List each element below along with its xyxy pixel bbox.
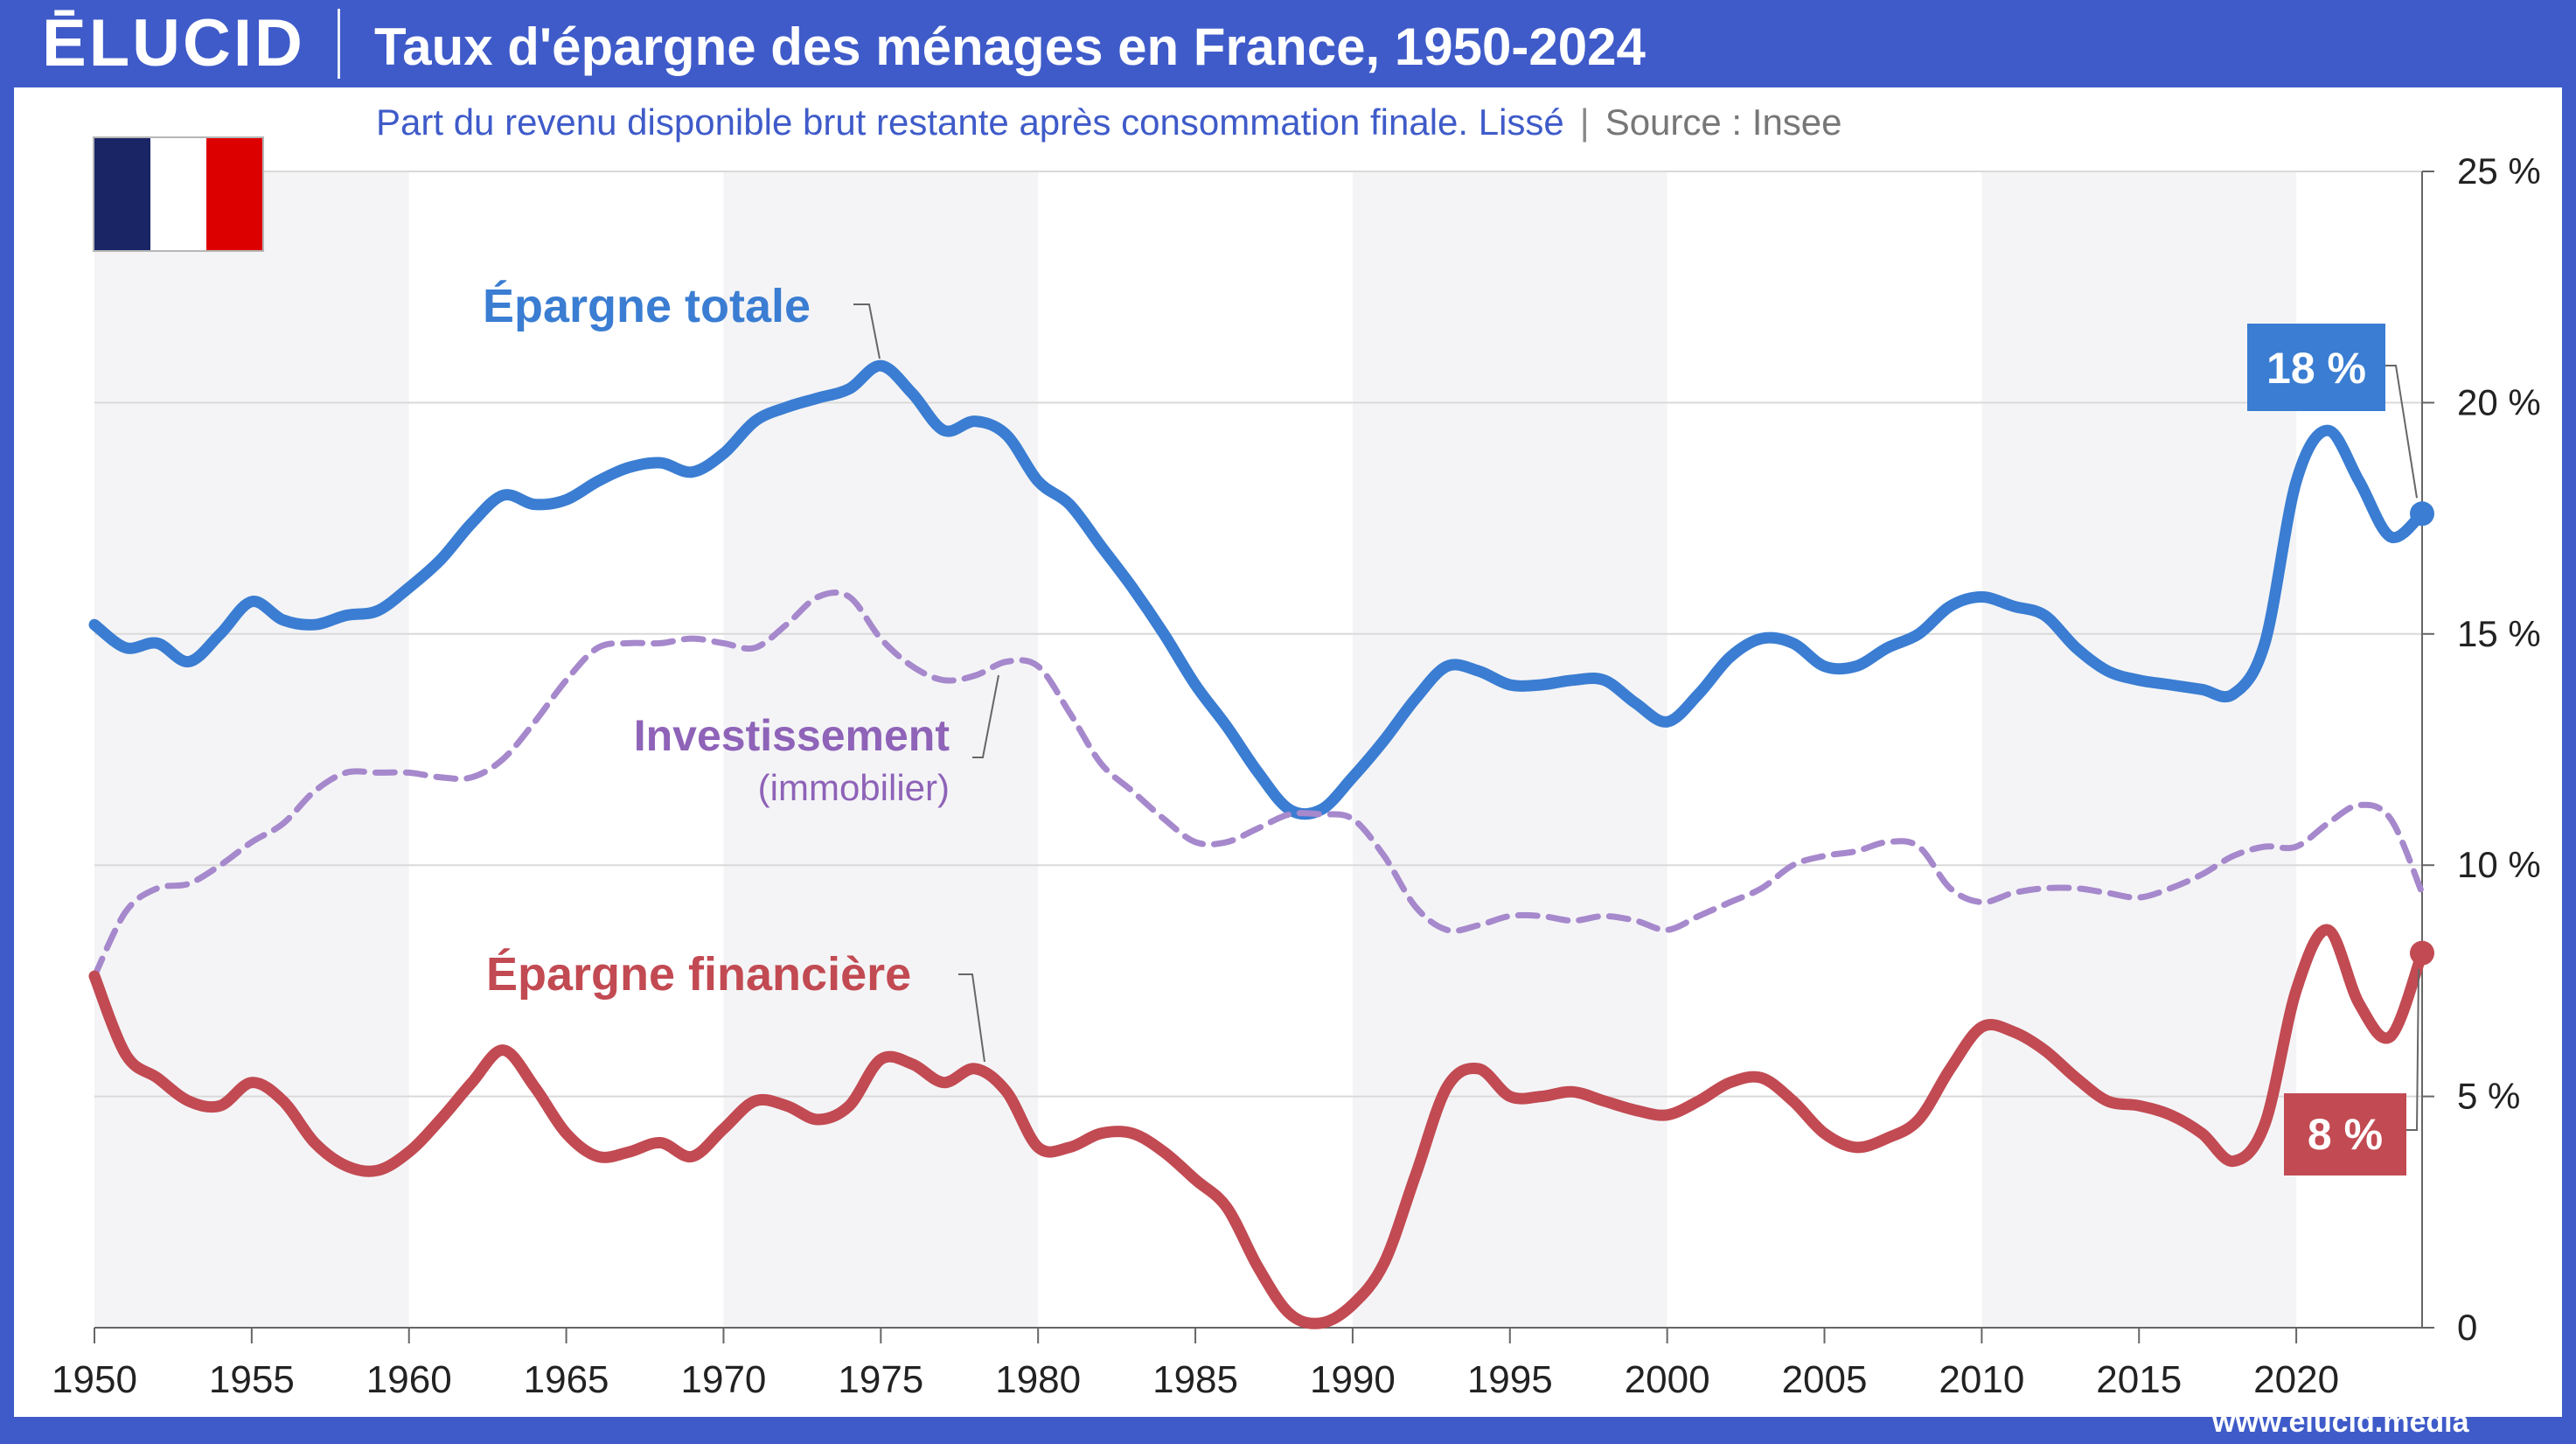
- x-tick-label: 2005: [1782, 1358, 1868, 1401]
- label-epargne-financiere: Épargne financière: [486, 948, 911, 1001]
- decade-bands: [94, 171, 2297, 1328]
- leader-value-financial: [2406, 968, 2419, 1131]
- x-tick-label: 1995: [1467, 1358, 1553, 1401]
- leader-value-total: [2385, 365, 2418, 499]
- x-tick-label: 2000: [1625, 1358, 1710, 1401]
- decade-band: [1981, 171, 2297, 1328]
- x-tick-label: 2010: [1939, 1358, 2024, 1401]
- value-box-total: [2247, 324, 2385, 411]
- series-line-epargne-totale: [88, 359, 2428, 820]
- y-tick-label: 15 %: [2457, 613, 2541, 654]
- footer-url[interactable]: www.elucid.media: [2212, 1406, 2469, 1439]
- chart-subtitle: Part du revenu disponible brut restante …: [376, 96, 1842, 149]
- series-line-investissement: [91, 589, 2426, 980]
- header: ĒLUCID Taux d'épargne des ménages en Fra…: [0, 0, 2576, 87]
- x-tick-label: 1965: [524, 1358, 609, 1401]
- flag-red-stripe: [206, 138, 262, 250]
- label-investissement-sub: (immobilier): [758, 767, 950, 808]
- leader-investissement: [972, 674, 999, 758]
- series-lines: [88, 359, 2428, 1329]
- x-tick-label: 2020: [2253, 1358, 2339, 1401]
- y-tick-label: 10 %: [2457, 844, 2541, 885]
- france-flag-icon: [93, 136, 264, 252]
- chart-title: Taux d'épargne des ménages en France, 19…: [374, 17, 1646, 76]
- decade-band: [94, 171, 409, 1328]
- subtitle-separator: |: [1579, 101, 1590, 143]
- label-epargne-totale: Épargne totale: [483, 280, 811, 332]
- y-tick-label: 20 %: [2457, 381, 2541, 422]
- elucid-logo: ĒLUCID: [42, 6, 305, 80]
- flag-white-stripe: [150, 138, 206, 250]
- leader-epargne-financiere: [958, 973, 985, 1063]
- x-tick-label: 1985: [1152, 1358, 1238, 1401]
- series-line-epargne-financiere: [88, 924, 2428, 1329]
- y-tick-label: 5 %: [2457, 1076, 2520, 1117]
- x-tick-label: 1990: [1310, 1358, 1396, 1401]
- value-label-total: 18 %: [2266, 344, 2366, 393]
- decade-band: [1352, 171, 1667, 1328]
- y-tick-label: 0: [2457, 1307, 2477, 1348]
- value-label-financial: 8 %: [2308, 1110, 2383, 1159]
- end-point-epargne-financiere: [2410, 940, 2434, 966]
- x-tick-label: 1975: [838, 1358, 923, 1401]
- end-point-epargne-totale: [2410, 501, 2434, 527]
- label-investissement: Investissement: [634, 711, 950, 760]
- x-tick-label: 1955: [209, 1358, 295, 1401]
- value-box-financial: [2284, 1093, 2406, 1175]
- subtitle-text: Part du revenu disponible brut restante …: [376, 101, 1564, 143]
- axes: 0 5 % 10 % 15 % 20 % 25 % 1950 1955 1960 1965 1970…: [52, 150, 2541, 1401]
- x-tick-label: 1980: [995, 1358, 1081, 1401]
- x-tick-label: 1970: [681, 1358, 767, 1401]
- annotations: Épargne totale Investissement (immobilier)…: [483, 280, 2434, 1175]
- header-divider: [338, 9, 340, 79]
- y-tick-label: 25 %: [2457, 150, 2541, 192]
- x-tick-label: 1960: [366, 1358, 452, 1401]
- flag-blue-stripe: [94, 138, 150, 250]
- leader-epargne-totale: [853, 303, 881, 359]
- source-label: Source : Insee: [1605, 101, 1842, 143]
- x-tick-label: 2015: [2096, 1358, 2182, 1401]
- gridlines: [94, 171, 2422, 1098]
- x-tick-label: 1950: [52, 1358, 137, 1401]
